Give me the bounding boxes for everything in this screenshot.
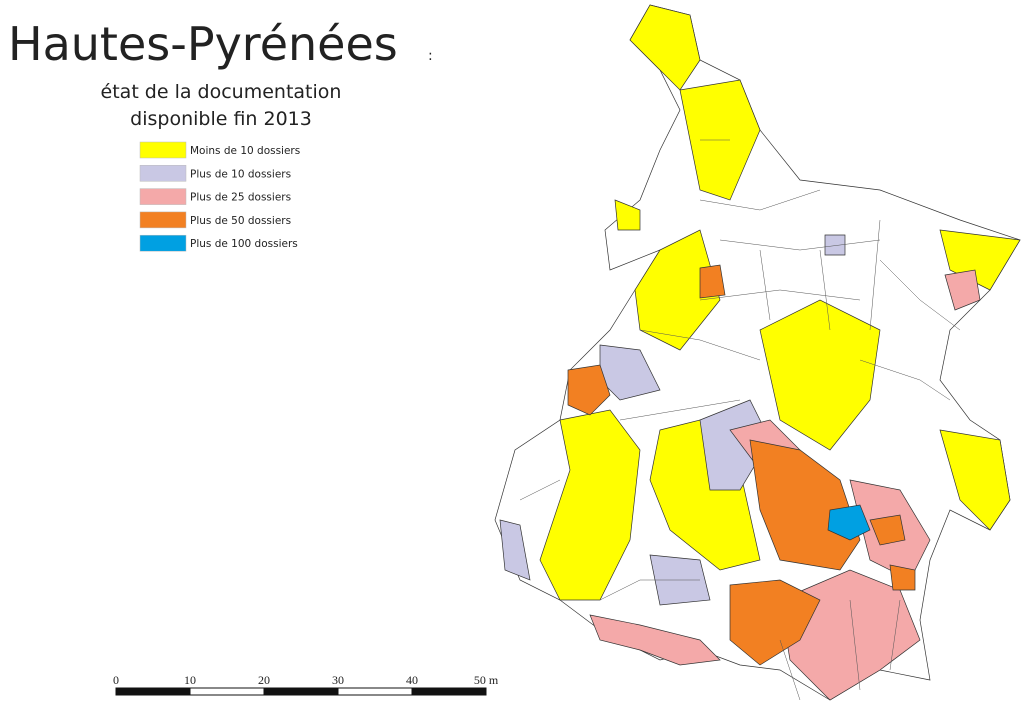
legend-swatch — [139, 165, 187, 182]
legend: Moins de 10 dossiers Plus de 10 dossiers P… — [139, 141, 300, 252]
scale-label: 40 — [406, 673, 418, 687]
region — [634, 229, 721, 351]
region — [939, 429, 1011, 531]
scale-label: 20 — [258, 673, 270, 687]
region — [567, 364, 611, 416]
region — [889, 564, 916, 591]
region — [827, 504, 871, 541]
scale-segment — [411, 687, 487, 696]
region — [824, 234, 846, 256]
legend-swatch — [139, 234, 187, 252]
region — [699, 264, 726, 299]
region — [944, 269, 981, 311]
scale-label: 10 — [184, 673, 196, 687]
region — [589, 614, 721, 666]
legend-label: Plus de 10 dossiers — [190, 168, 291, 180]
map — [494, 4, 1021, 701]
scale-segment — [189, 687, 265, 696]
scale-segment — [263, 687, 339, 696]
legend-label: Plus de 25 dossiers — [190, 192, 291, 204]
region — [614, 199, 641, 231]
region — [869, 514, 906, 546]
commune-borders — [519, 139, 961, 701]
region — [499, 519, 531, 581]
legend-swatch — [139, 211, 187, 229]
legend-label: Plus de 50 dossiers — [190, 215, 291, 227]
region — [729, 579, 821, 666]
subtitle: disponible fin 2013 — [130, 108, 312, 130]
scale-segment — [115, 687, 191, 696]
title-suffix: : — [428, 48, 433, 64]
scale-label: 0 — [113, 673, 119, 687]
legend-swatch — [139, 141, 187, 159]
legend-swatch — [139, 188, 187, 205]
scale-label: 50 m — [474, 673, 499, 687]
subtitle: état de la documentation — [101, 81, 342, 103]
legend-label: Plus de 100 dossiers — [190, 238, 298, 250]
region — [749, 439, 861, 571]
title: Hautes-Pyrénées — [8, 17, 398, 71]
region — [759, 299, 881, 451]
legend-label: Moins de 10 dossiers — [190, 145, 300, 157]
scale-segment — [337, 687, 413, 696]
scale-label: 30 — [332, 673, 344, 687]
scale-bar: 0 10 20 30 40 50 m — [113, 673, 499, 696]
